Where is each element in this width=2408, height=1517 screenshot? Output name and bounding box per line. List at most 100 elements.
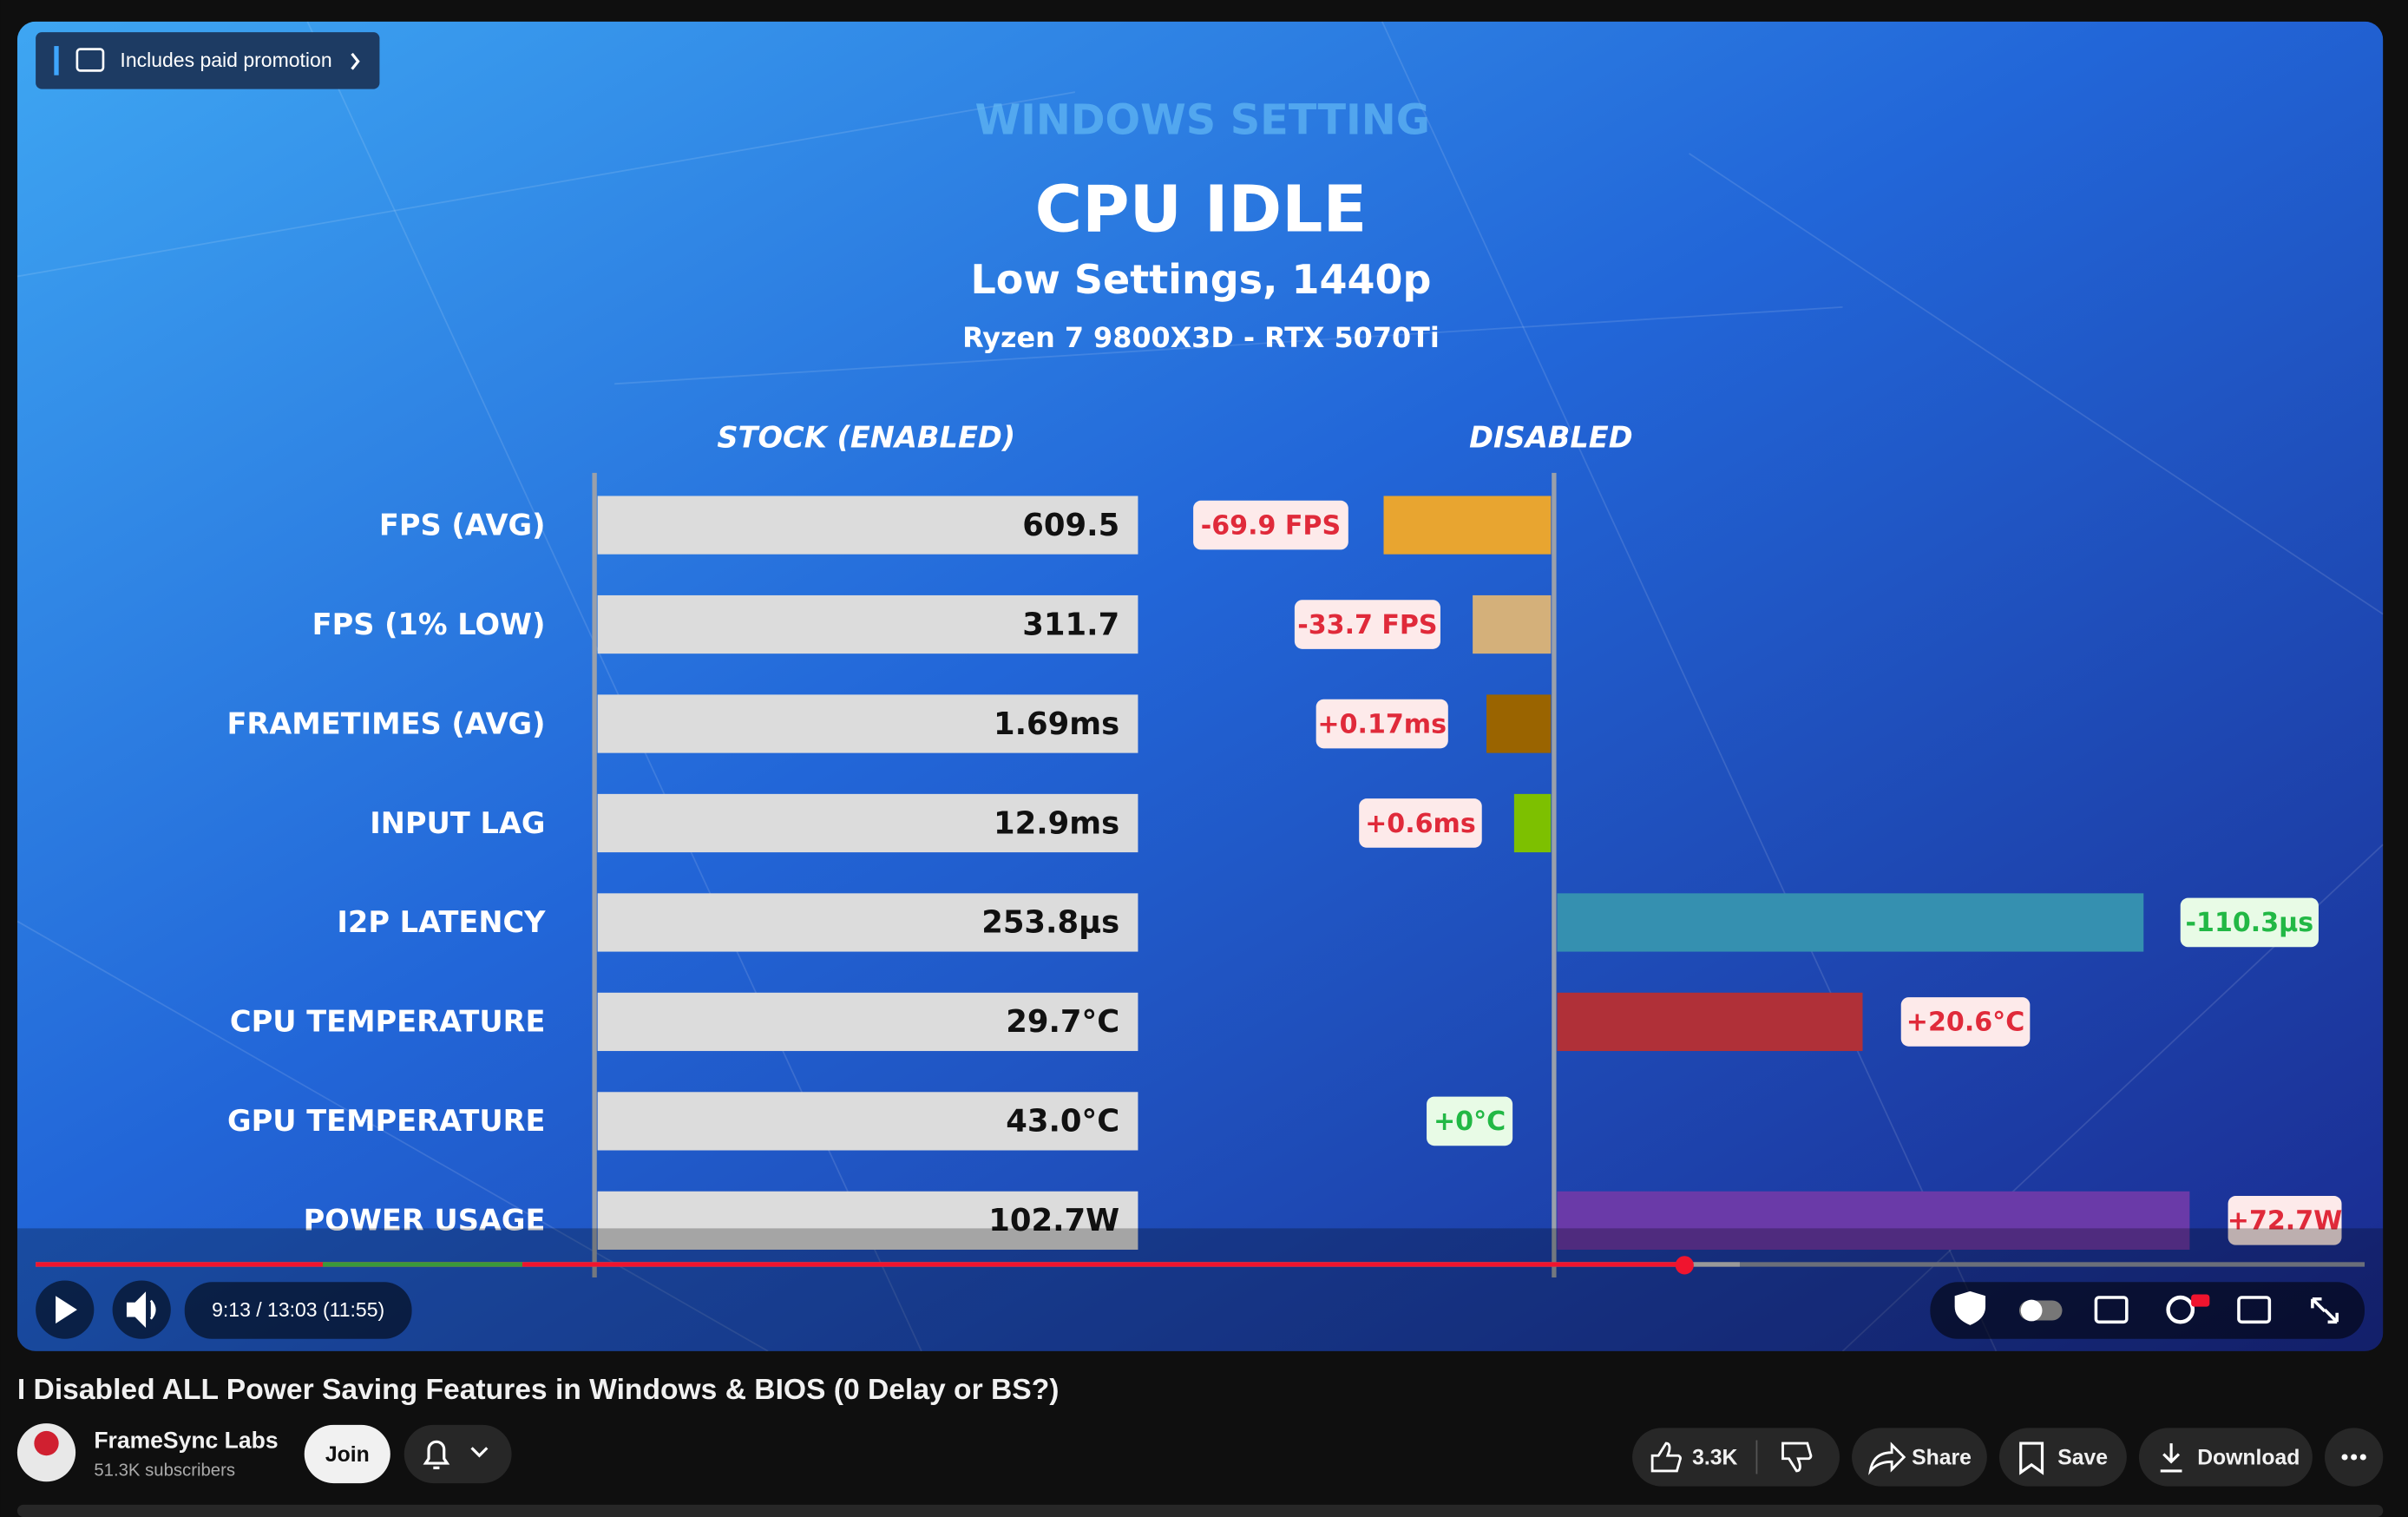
stock-bar [597, 496, 1138, 555]
join-label: Join [325, 1443, 370, 1467]
time-display: 9:13 / 13:03 (11:55) [212, 1298, 384, 1321]
change-badge [1427, 1096, 1513, 1146]
stock-value: 102.7W [988, 1203, 1119, 1238]
change-bar [1557, 992, 1863, 1052]
chart-rows: FPS (AVG) 609.5 -69.9 FPS FPS (1% LOW) 311.7… [226, 496, 2342, 1250]
hd-badge [2191, 1294, 2210, 1307]
change-value: -33.7 FPS [1297, 610, 1437, 640]
more-icon [2341, 1454, 2366, 1461]
share-button[interactable] [1852, 1428, 1987, 1487]
change-badge [2228, 1196, 2342, 1245]
fullscreen-button[interactable] [2311, 1297, 2339, 1324]
change-value: -110.3µs [2186, 908, 2314, 938]
volume-icon [126, 1291, 156, 1329]
change-badge [2180, 897, 2319, 948]
chart-subtitle: Low Settings, 1440p [970, 256, 1431, 303]
column-header: DISABLED [1469, 421, 1633, 455]
bell-icon [423, 1440, 450, 1469]
change-bar [1557, 1191, 2190, 1250]
change-badge [1900, 997, 2031, 1047]
chart-title: CPU IDLE [1035, 171, 1368, 246]
autoplay-knob [2020, 1299, 2043, 1322]
change-value: +0.17ms [1317, 709, 1447, 739]
captions-button[interactable] [2094, 1296, 2129, 1324]
save-label: Save [2057, 1446, 2108, 1469]
notify-button[interactable] [404, 1424, 512, 1484]
download-label: Download [2197, 1446, 2300, 1469]
video-player[interactable]: Includes paid promotion WINDOWS SETTING … [16, 21, 2384, 1351]
stock-bar [597, 694, 1138, 753]
change-value: +0.6ms [1365, 809, 1476, 839]
stock-bar [597, 1191, 1138, 1250]
stock-bar [597, 594, 1138, 654]
stock-value: 12.9ms [994, 805, 1119, 841]
like-icon [1650, 1441, 1682, 1473]
promotion-icon [75, 48, 105, 72]
stock-value: 43.0°C [1006, 1104, 1119, 1139]
system-spec: Ryzen 7 9800X3D - RTX 5070Ti [962, 321, 1440, 354]
promotion-badge[interactable] [36, 32, 380, 89]
channel-name[interactable]: FrameSync Labs [94, 1427, 278, 1453]
stock-value: 253.8µs [981, 905, 1119, 941]
change-value: -69.9 FPS [1201, 510, 1341, 541]
stock-bar [597, 893, 1138, 952]
row-label: INPUT LAG [370, 806, 545, 840]
video-frame [16, 21, 2384, 1351]
row-label: POWER USAGE [304, 1204, 546, 1238]
promotion-accent [54, 46, 59, 76]
stock-bar [597, 793, 1138, 853]
change-badge [1359, 798, 1482, 848]
stock-value: 29.7°C [1006, 1004, 1119, 1040]
shield-icon[interactable] [1954, 1290, 1986, 1325]
row-label: CPU TEMPERATURE [230, 1005, 546, 1039]
change-value: +72.7W [2228, 1206, 2343, 1237]
save-icon [2019, 1441, 2044, 1475]
row-label: I2P LATENCY [337, 905, 546, 939]
join-button[interactable] [304, 1424, 390, 1484]
next-panel-edge [16, 1504, 2384, 1517]
time-pill [184, 1282, 412, 1339]
chevron-icon [470, 1447, 489, 1458]
share-label: Share [1912, 1446, 1972, 1469]
avatar-logo [34, 1430, 59, 1456]
change-badge [1193, 500, 1348, 550]
dislike-icon [1781, 1441, 1813, 1473]
stock-value: 311.7 [1022, 607, 1119, 642]
share-icon [1868, 1441, 1906, 1475]
stock-value: 1.69ms [994, 706, 1119, 742]
progress-played [36, 1262, 1685, 1267]
change-bar [1557, 893, 2144, 952]
theater-button[interactable] [2237, 1296, 2272, 1324]
right-controls [1930, 1282, 2365, 1339]
download-button[interactable] [2138, 1428, 2313, 1487]
change-badge [1316, 699, 1448, 749]
chevron-icon [351, 52, 360, 70]
row-label: FRAMETIMES (AVG) [226, 706, 545, 740]
download-icon [2160, 1443, 2182, 1473]
subscriber-count: 51.3K subscribers [94, 1461, 235, 1480]
promotion-text: Includes paid promotion [120, 49, 331, 71]
video-title: I Disabled ALL Power Saving Features in … [17, 1374, 1060, 1406]
progress-handle[interactable] [1675, 1256, 1694, 1275]
row-label: FPS (1% LOW) [312, 607, 546, 641]
change-value: +20.6°C [1906, 1008, 2024, 1038]
change-bar [1473, 594, 1552, 654]
change-bar [1486, 694, 1552, 753]
row-label: FPS (AVG) [379, 508, 546, 542]
kicker: WINDOWS SETTING [974, 97, 1429, 145]
change-bar [1513, 793, 1552, 853]
change-value: +0°C [1434, 1107, 1506, 1137]
change-bar [1383, 496, 1552, 555]
change-badge [1294, 600, 1440, 649]
column-header: STOCK (ENABLED) [717, 421, 1015, 455]
stock-value: 609.5 [1022, 508, 1119, 543]
settings-button[interactable] [2166, 1295, 2195, 1324]
stock-bar [597, 992, 1138, 1052]
row-label: GPU TEMPERATURE [227, 1104, 545, 1138]
stock-bar [597, 1092, 1138, 1151]
play-icon [56, 1296, 77, 1324]
chapter-segment [322, 1262, 522, 1267]
like-count: 3.3K [1692, 1446, 1737, 1469]
